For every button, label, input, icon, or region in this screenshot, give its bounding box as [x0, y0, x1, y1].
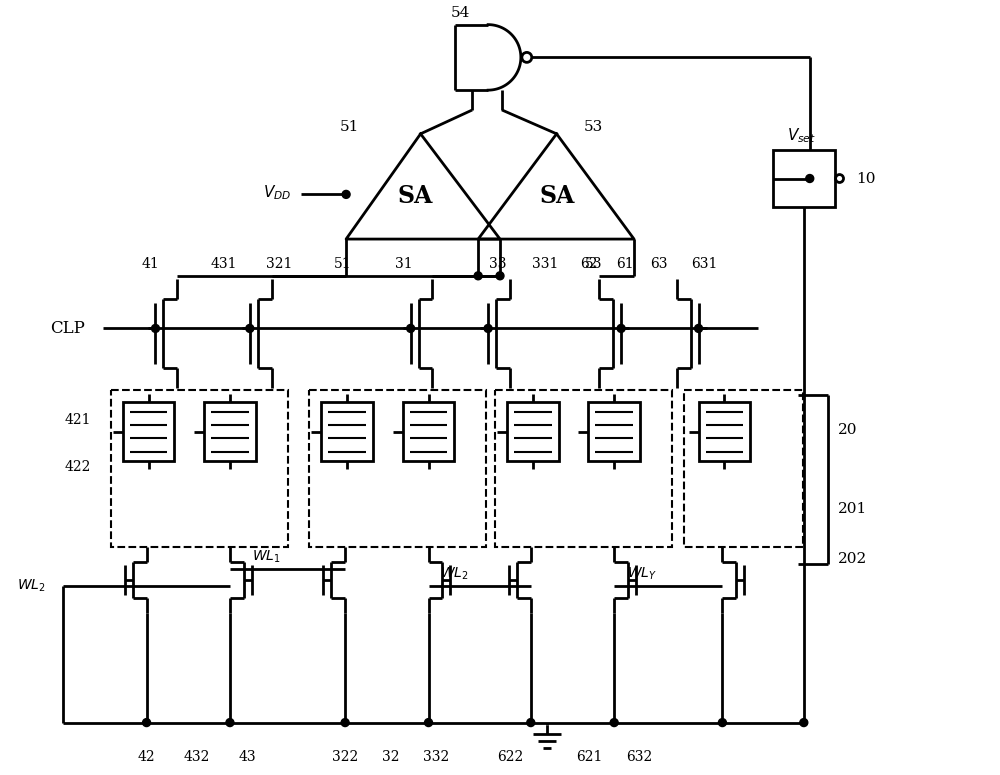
Circle shape — [800, 718, 808, 726]
Text: 322: 322 — [332, 750, 358, 764]
Text: 321: 321 — [266, 257, 293, 271]
Bar — [204, 402, 256, 461]
Text: $WL_2$: $WL_2$ — [440, 566, 469, 582]
Text: 61: 61 — [616, 257, 634, 271]
Text: 622: 622 — [497, 750, 523, 764]
Circle shape — [246, 325, 254, 332]
Circle shape — [522, 53, 532, 62]
Text: 53: 53 — [585, 257, 602, 271]
Text: 431: 431 — [211, 257, 237, 271]
Circle shape — [474, 272, 482, 280]
Text: 202: 202 — [838, 552, 867, 566]
Text: 54: 54 — [451, 5, 470, 19]
Circle shape — [152, 325, 159, 332]
Text: 632: 632 — [626, 750, 652, 764]
Text: 621: 621 — [576, 750, 603, 764]
Text: $V_{set}$: $V_{set}$ — [787, 126, 816, 145]
Bar — [111, 390, 288, 547]
Text: 41: 41 — [142, 257, 159, 271]
Text: 421: 421 — [64, 413, 91, 427]
Text: 33: 33 — [489, 257, 507, 271]
Text: $WL_1$: $WL_1$ — [252, 549, 280, 565]
Text: SA: SA — [540, 184, 575, 208]
Bar — [684, 390, 803, 547]
Text: 20: 20 — [838, 422, 857, 436]
Circle shape — [226, 718, 234, 726]
Bar — [699, 402, 750, 461]
Text: 201: 201 — [838, 502, 867, 516]
Text: 53: 53 — [584, 120, 603, 134]
Text: $V_{DD}$: $V_{DD}$ — [263, 183, 292, 202]
Text: 51: 51 — [334, 257, 352, 271]
Circle shape — [484, 325, 492, 332]
Text: 42: 42 — [138, 750, 155, 764]
Circle shape — [718, 718, 726, 726]
Text: 51: 51 — [339, 120, 359, 134]
Bar — [588, 402, 640, 461]
Text: $WL_2$: $WL_2$ — [17, 577, 45, 594]
Text: SA: SA — [398, 184, 433, 208]
Bar — [495, 390, 672, 547]
Text: 43: 43 — [239, 750, 257, 764]
Text: 62: 62 — [581, 257, 598, 271]
Circle shape — [496, 272, 504, 280]
Text: 32: 32 — [382, 750, 400, 764]
Circle shape — [407, 325, 415, 332]
Bar — [507, 402, 559, 461]
Circle shape — [836, 174, 844, 182]
Text: 10: 10 — [857, 171, 876, 185]
Text: $WL_Y$: $WL_Y$ — [627, 566, 657, 582]
Circle shape — [610, 718, 618, 726]
Bar — [123, 402, 174, 461]
Text: CLP: CLP — [50, 320, 85, 337]
Text: 422: 422 — [65, 460, 91, 474]
Text: 432: 432 — [184, 750, 210, 764]
Circle shape — [617, 325, 625, 332]
Circle shape — [143, 718, 151, 726]
Bar — [321, 402, 373, 461]
Circle shape — [341, 718, 349, 726]
Text: 332: 332 — [423, 750, 450, 764]
Circle shape — [695, 325, 703, 332]
Text: 631: 631 — [691, 257, 718, 271]
Circle shape — [425, 718, 432, 726]
Text: 63: 63 — [650, 257, 668, 271]
Circle shape — [342, 191, 350, 198]
Text: 331: 331 — [532, 257, 559, 271]
Bar — [403, 402, 454, 461]
Text: 31: 31 — [395, 257, 413, 271]
Bar — [773, 150, 835, 207]
Bar — [309, 390, 486, 547]
Circle shape — [527, 718, 535, 726]
Circle shape — [806, 174, 814, 182]
